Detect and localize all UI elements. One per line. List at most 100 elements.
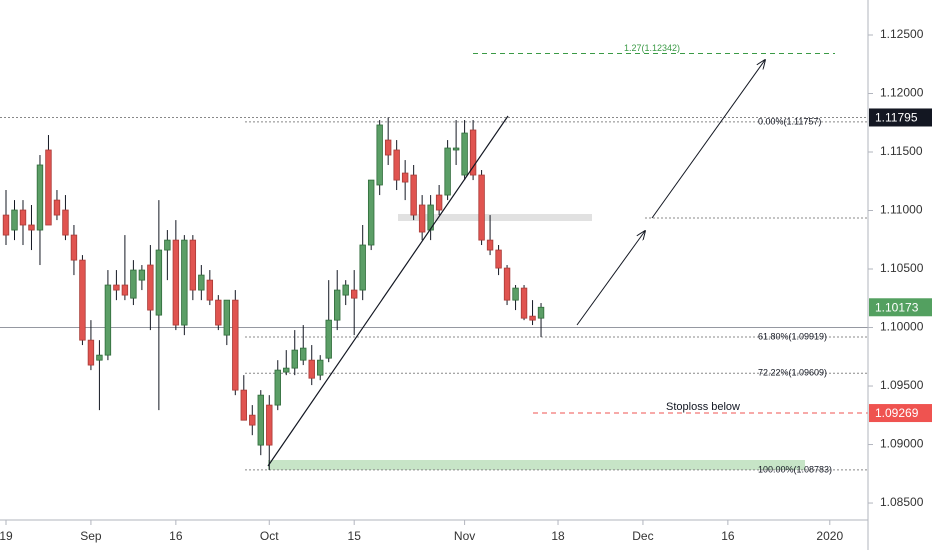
candle-body	[452, 147, 460, 151]
candle-body	[461, 132, 468, 176]
fib-label: 61.80%(1.09919)	[758, 331, 827, 341]
fib-label: 0.00%(1.11757)	[758, 116, 821, 126]
stoploss-price-box	[869, 404, 932, 423]
candle-body	[104, 284, 112, 356]
candle-body	[418, 204, 426, 233]
candle-body	[478, 174, 485, 241]
candle-body	[155, 249, 163, 316]
candle-body	[232, 299, 239, 391]
y-tick-label: 1.11000	[880, 203, 923, 217]
candle-body	[45, 149, 52, 226]
candle-body	[427, 204, 434, 231]
y-tick-label: 1.08500	[880, 495, 924, 509]
candle-body	[62, 209, 69, 236]
candle-body	[257, 394, 264, 446]
y-tick-label: 1.11500	[880, 144, 923, 158]
x-tick-label: 2020	[816, 529, 843, 543]
candle-body	[469, 129, 477, 176]
x-tick-label: 19	[0, 529, 13, 543]
candle-body	[325, 319, 332, 359]
candle-body	[172, 239, 180, 326]
x-tick-label: Oct	[260, 529, 279, 543]
candle-body	[410, 174, 417, 216]
candle-body	[529, 315, 536, 321]
fib-label: 72.22%(1.09609)	[758, 368, 827, 378]
candle-body	[223, 299, 231, 336]
candle-body	[11, 209, 18, 231]
last-price-label: 1.10173	[875, 300, 919, 314]
candle-body	[206, 279, 214, 301]
stoploss-label: Stoploss below	[666, 401, 740, 413]
candle-body	[249, 414, 256, 426]
candle-body	[53, 199, 61, 216]
y-tick-label: 1.09500	[880, 378, 924, 392]
candle-body	[181, 239, 188, 326]
candle-body	[503, 267, 511, 301]
candle-body	[512, 287, 519, 301]
resistance-zone	[398, 214, 592, 221]
high-price-box	[869, 108, 932, 127]
x-tick-label: Sep	[80, 529, 102, 543]
fib-label: 100.00%(1.08783)	[758, 464, 832, 474]
candle-body	[28, 224, 35, 231]
candle-body	[334, 289, 341, 321]
candle-body	[121, 284, 129, 296]
candle-body	[317, 359, 324, 376]
candle-body	[36, 164, 44, 231]
candle-body	[359, 244, 366, 291]
y-tick-label: 1.12000	[880, 86, 924, 100]
trend-line	[267, 115, 509, 467]
extension-label: 1.27(1.12342)	[624, 43, 680, 53]
candle-body	[393, 149, 400, 181]
time-axis	[0, 520, 868, 550]
candle-body	[274, 369, 281, 406]
arrow	[651, 60, 765, 219]
candle-body	[70, 234, 78, 261]
candle-body	[130, 269, 137, 299]
x-tick-label: 16	[721, 529, 735, 543]
arrow	[576, 231, 645, 326]
candle-body	[537, 306, 545, 319]
candle-body	[300, 347, 307, 361]
candle-body	[19, 209, 27, 226]
candle-body	[266, 404, 273, 446]
candle-body	[495, 249, 502, 269]
y-tick-label: 1.10000	[880, 320, 924, 334]
x-tick-label: 15	[348, 529, 362, 543]
candle-body	[342, 284, 349, 296]
candle-body	[308, 359, 315, 379]
candle-body	[79, 259, 86, 341]
candle-body	[215, 299, 222, 326]
candle-body	[291, 349, 298, 369]
candle-body	[113, 284, 120, 291]
candle-body	[189, 239, 197, 291]
high-price-label: 1.11795	[875, 111, 918, 125]
stoploss-price-label: 1.09269	[875, 406, 919, 420]
candle-body	[520, 287, 528, 319]
candle-body	[2, 214, 10, 236]
candle-body	[367, 179, 375, 246]
candle-body	[486, 239, 494, 251]
x-tick-label: 16	[169, 529, 183, 543]
candle-body	[96, 354, 103, 361]
candle-body	[384, 139, 392, 156]
price-axis	[868, 0, 932, 550]
candle-body	[138, 269, 146, 281]
candle-body	[283, 367, 290, 373]
y-tick-label: 1.09000	[880, 437, 924, 451]
candle-body	[350, 289, 358, 299]
x-tick-label: Nov	[454, 529, 475, 543]
x-tick-label: Dec	[632, 529, 653, 543]
y-tick-label: 1.12500	[880, 27, 924, 41]
candle-body	[87, 339, 95, 366]
candle-body	[240, 389, 247, 421]
last-price-box	[869, 298, 932, 317]
candle-body	[198, 274, 205, 291]
y-tick-label: 1.10500	[880, 261, 924, 275]
candle-body	[376, 124, 383, 186]
candle-body	[164, 239, 171, 251]
candle-body	[401, 172, 409, 183]
x-tick-label: 18	[551, 529, 565, 543]
